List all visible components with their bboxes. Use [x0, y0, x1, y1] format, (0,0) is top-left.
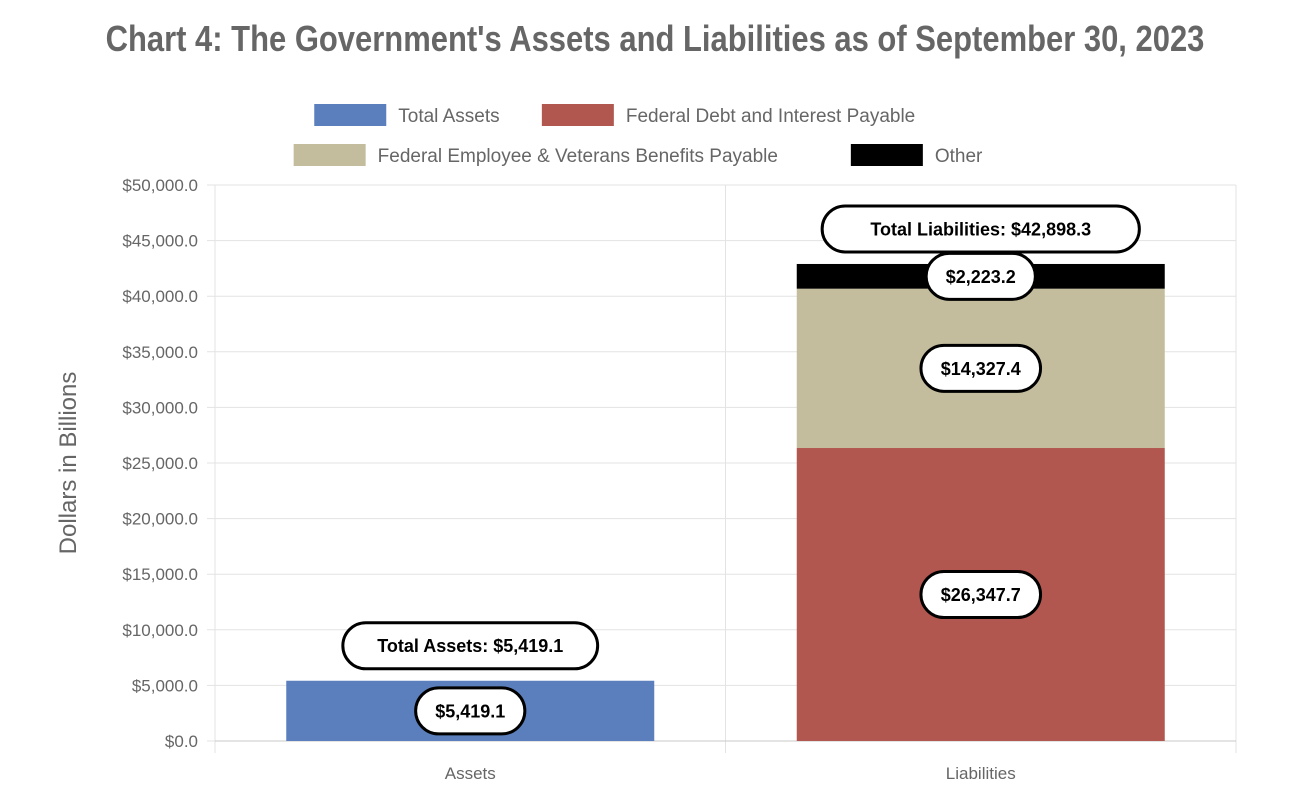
chart-title: Chart 4: The Government's Assets and Lia… — [105, 18, 1205, 59]
y-tick-label: $45,000.0 — [122, 232, 198, 251]
x-tick-label: Assets — [445, 764, 496, 783]
y-tick-label: $5,000.0 — [132, 676, 198, 695]
total-label: Total Liabilities: $42,898.3 — [870, 219, 1091, 239]
y-tick-label: $10,000.0 — [122, 621, 198, 640]
y-axis-title: Dollars in Billions — [55, 372, 82, 555]
legend-swatch — [850, 144, 923, 166]
legend-swatch — [293, 144, 366, 166]
total-label-box — [341, 621, 600, 671]
y-tick-label: $50,000.0 — [122, 176, 198, 195]
legend-label: Total Assets — [398, 106, 499, 127]
total-label-box — [820, 204, 1141, 254]
value-label: $5,419.1 — [435, 701, 505, 721]
legend-label: Other — [935, 146, 983, 167]
value-label: $2,223.2 — [946, 267, 1016, 287]
value-label-box — [414, 686, 527, 736]
y-tick-label: $35,000.0 — [122, 343, 198, 362]
y-tick-label: $20,000.0 — [122, 510, 198, 529]
legend-label: Federal Debt and Interest Payable — [626, 106, 915, 127]
y-tick-label: $30,000.0 — [122, 398, 198, 417]
value-label: $14,327.4 — [941, 359, 1021, 379]
y-tick-label: $25,000.0 — [122, 454, 198, 473]
y-tick-label: $0.0 — [165, 732, 198, 751]
legend-swatch — [541, 104, 614, 126]
total-label: Total Assets: $5,419.1 — [377, 636, 563, 656]
legend-swatch — [314, 104, 387, 126]
x-tick-label: Liabilities — [946, 764, 1016, 783]
value-label: $26,347.7 — [941, 585, 1021, 605]
value-label-box — [919, 343, 1043, 393]
y-tick-label: $15,000.0 — [122, 565, 198, 584]
y-tick-label: $40,000.0 — [122, 287, 198, 306]
value-label-box — [919, 570, 1043, 620]
legend-label: Federal Employee & Veterans Benefits Pay… — [378, 146, 778, 167]
